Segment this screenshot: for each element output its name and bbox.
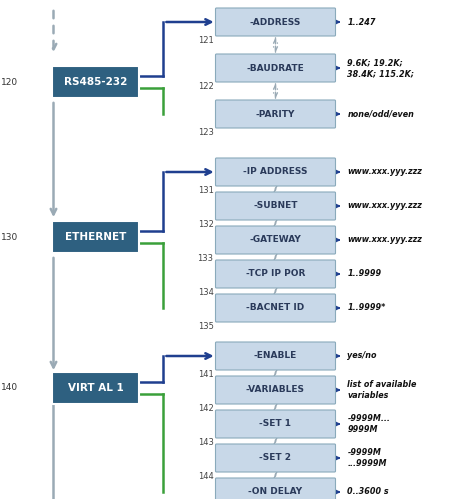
FancyBboxPatch shape [215, 100, 335, 128]
Text: 1..247: 1..247 [347, 17, 375, 26]
Text: 130: 130 [1, 233, 18, 242]
FancyBboxPatch shape [215, 8, 335, 36]
Text: www.xxx.yyy.zzz: www.xxx.yyy.zzz [347, 236, 421, 245]
Text: -TCP IP POR: -TCP IP POR [245, 269, 304, 278]
Text: -9999M...
9999M: -9999M... 9999M [347, 414, 390, 434]
FancyBboxPatch shape [215, 444, 335, 472]
Text: 121: 121 [198, 36, 213, 45]
FancyBboxPatch shape [215, 342, 335, 370]
Text: -ENABLE: -ENABLE [253, 351, 296, 360]
Text: none/odd/even: none/odd/even [347, 109, 414, 118]
Text: -ON DELAY: -ON DELAY [248, 488, 302, 497]
Text: 132: 132 [197, 220, 213, 229]
Text: -ADDRESS: -ADDRESS [249, 17, 300, 26]
Text: 1..9999*: 1..9999* [347, 303, 385, 312]
Text: 135: 135 [197, 322, 213, 331]
Text: -SUBNET: -SUBNET [253, 202, 297, 211]
Text: -SET 2: -SET 2 [259, 454, 291, 463]
FancyBboxPatch shape [215, 260, 335, 288]
Text: -GATEWAY: -GATEWAY [249, 236, 301, 245]
Text: 133: 133 [197, 254, 213, 263]
FancyBboxPatch shape [215, 192, 335, 220]
Text: 140: 140 [1, 384, 18, 393]
FancyBboxPatch shape [52, 372, 139, 404]
Text: 142: 142 [198, 404, 213, 413]
Text: -SET 1: -SET 1 [259, 420, 291, 429]
Text: 0..3600 s: 0..3600 s [347, 488, 388, 497]
Text: 9.6K; 19.2K;
38.4K; 115.2K;: 9.6K; 19.2K; 38.4K; 115.2K; [347, 58, 414, 78]
Text: 144: 144 [198, 472, 213, 481]
FancyBboxPatch shape [215, 478, 335, 499]
Text: -PARITY: -PARITY [255, 109, 295, 118]
FancyBboxPatch shape [215, 294, 335, 322]
FancyBboxPatch shape [52, 221, 139, 253]
Text: www.xxx.yyy.zzz: www.xxx.yyy.zzz [347, 202, 421, 211]
Text: -BAUDRATE: -BAUDRATE [246, 63, 304, 72]
FancyBboxPatch shape [215, 158, 335, 186]
FancyBboxPatch shape [215, 376, 335, 404]
Text: -BACNET ID: -BACNET ID [246, 303, 304, 312]
Text: www.xxx.yyy.zzz: www.xxx.yyy.zzz [347, 168, 421, 177]
Text: 120: 120 [1, 77, 18, 86]
Text: ETHERNET: ETHERNET [64, 232, 126, 242]
FancyBboxPatch shape [215, 226, 335, 254]
Text: VIRT AL 1: VIRT AL 1 [68, 383, 123, 393]
Text: yes/no: yes/no [347, 351, 376, 360]
Text: -VARIABLES: -VARIABLES [245, 386, 304, 395]
Text: 141: 141 [198, 370, 213, 379]
Text: 122: 122 [198, 82, 213, 91]
Text: -9999M
...9999M: -9999M ...9999M [347, 448, 386, 468]
FancyBboxPatch shape [52, 66, 139, 98]
Text: -IP ADDRESS: -IP ADDRESS [243, 168, 307, 177]
FancyBboxPatch shape [215, 54, 335, 82]
Text: RS485-232: RS485-232 [64, 77, 127, 87]
Text: 143: 143 [197, 438, 213, 447]
Text: list of available
variables: list of available variables [347, 380, 416, 400]
FancyBboxPatch shape [215, 410, 335, 438]
Text: 123: 123 [197, 128, 213, 137]
Text: 131: 131 [197, 186, 213, 195]
Text: 1..9999: 1..9999 [347, 269, 381, 278]
Text: 134: 134 [197, 288, 213, 297]
